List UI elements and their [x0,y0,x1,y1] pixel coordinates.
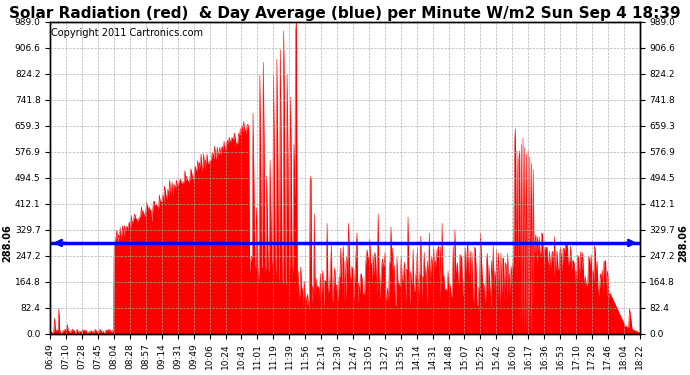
Text: Copyright 2011 Cartronics.com: Copyright 2011 Cartronics.com [52,28,204,38]
Text: 288.06: 288.06 [678,224,688,262]
Title: Solar Radiation (red)  & Day Average (blue) per Minute W/m2 Sun Sep 4 18:39: Solar Radiation (red) & Day Average (blu… [9,6,681,21]
Text: 288.06: 288.06 [2,224,12,262]
